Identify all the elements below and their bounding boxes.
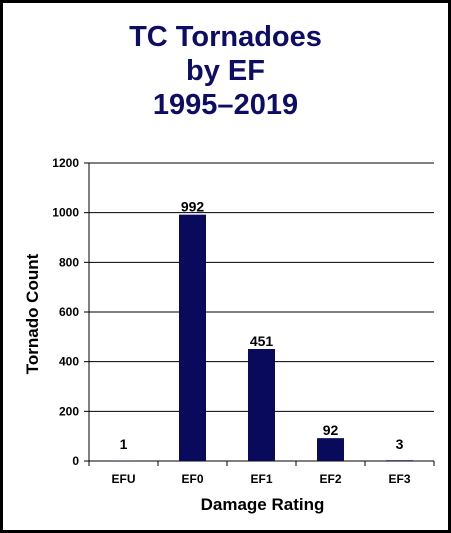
y-tick-label: 200 [59, 404, 79, 418]
title-line-2: by EF [186, 55, 265, 87]
x-tick-label: EF3 [388, 472, 410, 486]
data-label-efu: 1 [120, 436, 128, 452]
data-label-ef3: 3 [396, 436, 404, 452]
x-tick-label: EFU [112, 472, 136, 486]
x-axis-label: Damage Rating [201, 495, 325, 514]
data-label-ef1: 451 [250, 333, 274, 349]
y-tick-label: 800 [59, 255, 79, 269]
bar-ef1 [248, 349, 275, 461]
y-axis-label: Tornado Count [23, 253, 42, 374]
y-axis-ticks: 0 200 400 600 800 1000 1200 [52, 156, 89, 468]
bar-ef0 [179, 214, 206, 461]
title-line-3: 1995–2019 [152, 89, 299, 121]
y-tick-label: 1000 [52, 206, 79, 220]
y-tick-label: 1200 [52, 156, 79, 170]
y-tick-label: 0 [72, 454, 79, 468]
bar-ef3 [386, 460, 413, 461]
data-label-ef0: 992 [181, 199, 205, 215]
y-tick-label: 400 [59, 355, 79, 369]
title-line-1: TC Tornadoes [129, 21, 322, 53]
chart-title: TC Tornadoes by EF 1995–2019 [0, 20, 451, 122]
y-tick-label: 600 [59, 305, 79, 319]
x-tick-label: EF0 [181, 472, 203, 486]
bar-ef2 [317, 438, 344, 461]
x-axis-ticks: EFU EF0 EF1 EF2 EF3 [88, 461, 435, 486]
data-label-ef2: 92 [323, 422, 339, 438]
bars [110, 214, 413, 461]
data-labels: 1 992 451 92 3 [120, 199, 404, 452]
x-tick-label: EF2 [319, 472, 341, 486]
x-tick-label: EF1 [250, 472, 272, 486]
